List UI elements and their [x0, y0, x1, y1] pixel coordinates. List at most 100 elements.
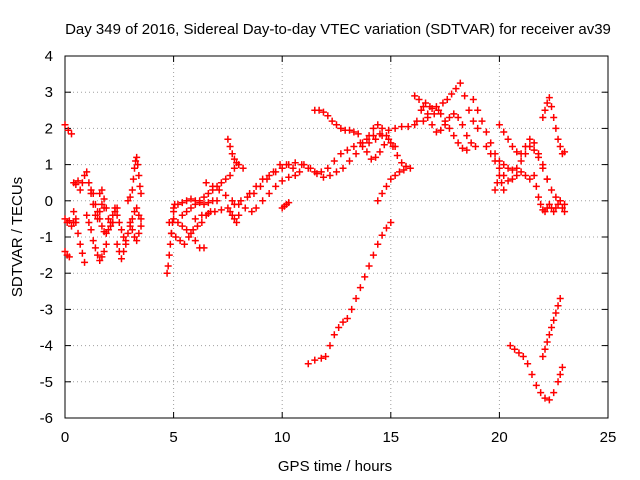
- series-seg-t: [202, 179, 256, 216]
- data-point: [382, 182, 390, 190]
- data-point: [541, 394, 549, 402]
- series-seg-d: [70, 177, 82, 189]
- data-point: [185, 233, 193, 241]
- data-point: [200, 244, 208, 252]
- data-point: [400, 166, 408, 174]
- data-point: [339, 318, 347, 326]
- data-point: [102, 240, 110, 248]
- data-point: [432, 128, 440, 136]
- data-point: [369, 124, 377, 132]
- data-point: [500, 161, 508, 169]
- data-point: [319, 173, 327, 181]
- data-point: [191, 200, 199, 208]
- data-point: [128, 226, 136, 234]
- data-point: [504, 135, 512, 143]
- data-point: [387, 175, 395, 183]
- data-point: [285, 173, 293, 181]
- data-point: [404, 123, 412, 131]
- x-tick-label: 10: [274, 429, 291, 446]
- data-point: [411, 121, 419, 129]
- series-seg-a: [61, 121, 76, 138]
- data-point: [461, 92, 469, 100]
- data-point: [193, 222, 201, 230]
- data-point: [541, 208, 549, 216]
- data-point: [337, 124, 345, 132]
- data-point: [235, 200, 243, 208]
- axis-ticks: [64, 55, 609, 419]
- data-point: [187, 229, 195, 237]
- data-point: [337, 150, 345, 158]
- data-point: [226, 208, 234, 216]
- data-point: [178, 222, 186, 230]
- data-point: [222, 191, 230, 199]
- data-point: [378, 231, 386, 239]
- data-point: [235, 211, 243, 219]
- data-point: [204, 209, 212, 217]
- series-seg-k: [113, 240, 130, 263]
- series-seg-ag: [419, 103, 471, 154]
- data-point: [530, 171, 538, 179]
- data-point: [333, 168, 340, 176]
- data-point: [398, 159, 406, 167]
- data-point: [187, 204, 195, 212]
- data-point: [541, 106, 549, 114]
- series-seg-y: [278, 199, 293, 212]
- data-point: [487, 150, 495, 158]
- data-point: [550, 114, 558, 122]
- data-point: [102, 229, 110, 237]
- series-seg-m: [126, 219, 145, 245]
- data-point: [359, 139, 367, 147]
- data-point: [180, 240, 188, 248]
- chart-title: Day 349 of 2016, Sidereal Day-to-day VTE…: [65, 21, 611, 38]
- data-point: [495, 121, 503, 129]
- data-point: [380, 141, 388, 149]
- data-point: [248, 208, 256, 216]
- data-point: [458, 144, 466, 152]
- data-point: [109, 219, 117, 227]
- data-point: [96, 215, 104, 223]
- data-point: [243, 193, 251, 201]
- data-point: [133, 237, 141, 245]
- data-point: [315, 106, 323, 114]
- data-point: [500, 186, 508, 194]
- data-point: [469, 117, 477, 125]
- data-point: [204, 190, 212, 198]
- data-point: [104, 215, 112, 223]
- data-point: [545, 396, 553, 404]
- data-point: [556, 143, 564, 150]
- data-point: [167, 229, 175, 237]
- data-point: [224, 135, 232, 143]
- data-point: [343, 314, 351, 322]
- data-point: [537, 200, 545, 208]
- data-point: [163, 269, 171, 277]
- data-point: [285, 199, 293, 207]
- data-point: [445, 124, 453, 132]
- y-tick-label: -4: [40, 338, 53, 355]
- data-point: [324, 112, 332, 120]
- data-point: [545, 200, 553, 208]
- series-seg-x: [252, 171, 299, 212]
- data-point: [365, 262, 373, 270]
- data-point: [98, 200, 106, 208]
- data-point: [313, 170, 321, 178]
- data-point: [178, 211, 186, 219]
- data-point: [474, 124, 482, 132]
- data-point: [211, 208, 219, 216]
- data-point: [445, 114, 453, 122]
- data-point: [537, 389, 545, 397]
- data-point: [278, 164, 286, 172]
- data-point: [265, 171, 273, 179]
- data-point: [326, 171, 334, 179]
- data-point: [226, 143, 234, 150]
- data-point: [376, 148, 384, 156]
- data-point: [317, 354, 325, 362]
- data-point: [363, 135, 371, 143]
- x-tick-label: 15: [382, 429, 399, 446]
- data-point: [94, 251, 102, 259]
- data-point: [504, 164, 512, 172]
- x-tick-label: 20: [491, 429, 508, 446]
- data-point: [202, 179, 210, 187]
- data-point: [372, 135, 380, 143]
- data-point: [289, 164, 297, 172]
- data-point: [419, 103, 427, 111]
